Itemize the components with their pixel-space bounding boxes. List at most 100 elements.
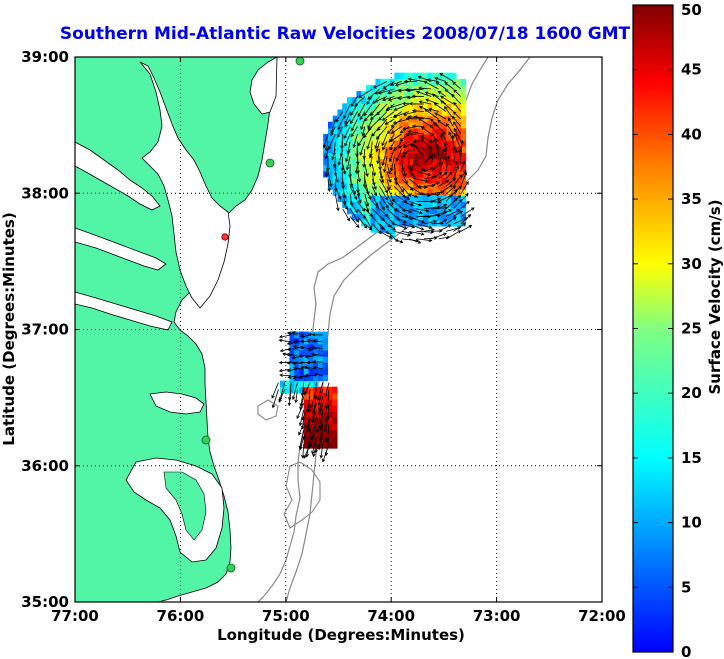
velocity-cell: [370, 183, 376, 190]
velocity-cell: [384, 140, 391, 147]
velocity-cell: [365, 164, 372, 172]
velocity-arrow: [378, 88, 395, 95]
velocity-cell: [413, 97, 419, 104]
velocity-cell: [389, 91, 395, 98]
x-axis-label: Longitude (Degrees:Minutes): [217, 626, 465, 644]
velocity-arrow: [405, 132, 417, 136]
velocity-arrow: [423, 166, 434, 172]
velocity-cell: [361, 97, 367, 104]
chart-title: Southern Mid-Atlantic Raw Velocities 200…: [60, 24, 631, 44]
velocity-arrow: [441, 131, 447, 142]
velocity-arrow: [304, 373, 317, 378]
velocity-cell: [384, 207, 391, 215]
velocity-cell: [322, 374, 329, 382]
velocity-cell: [365, 195, 372, 203]
velocity-cell: [365, 91, 372, 98]
velocity-arrow: [444, 141, 448, 157]
velocity-arrow: [410, 156, 417, 172]
velocity-arrow: [343, 103, 351, 120]
hf-radar-stations: [201, 56, 305, 573]
velocity-arrow: [412, 139, 424, 143]
velocity-cell: [370, 127, 376, 135]
velocity-arrow: [394, 231, 411, 237]
velocity-arrow: [408, 193, 419, 198]
velocity-cell: [298, 331, 305, 339]
velocity-arrow: [453, 89, 462, 97]
velocity-cell: [337, 164, 343, 172]
velocity-cell: [380, 121, 386, 129]
velocity-cell: [303, 337, 310, 345]
chesapeake-bay: [139, 61, 231, 309]
velocity-cell: [303, 411, 310, 418]
velocity-cell: [361, 195, 367, 203]
velocity-arrow: [342, 208, 351, 222]
velocity-cell: [370, 189, 376, 196]
velocity-cell: [370, 225, 376, 233]
velocity-arrow: [460, 200, 470, 210]
velocity-arrow: [394, 81, 410, 87]
velocity-arrow: [278, 382, 286, 401]
velocity-arrow: [374, 96, 388, 103]
velocity-arrow: [314, 436, 324, 454]
velocity-cell: [356, 133, 362, 141]
velocity-cell: [403, 91, 410, 98]
velocity-arrow: [345, 156, 351, 171]
velocity-cell: [337, 109, 343, 117]
velocity-cell: [413, 109, 419, 117]
velocity-cell: [384, 78, 391, 86]
velocity-cell: [437, 164, 443, 172]
velocity-cell: [337, 140, 343, 147]
velocity-arrow: [285, 352, 298, 357]
velocity-cell: [351, 158, 358, 166]
velocity-cell: [337, 170, 343, 178]
velocity-cell: [361, 201, 367, 209]
velocity-cell: [351, 170, 358, 178]
velocity-arrow: [287, 375, 298, 379]
velocity-cell: [346, 183, 353, 190]
velocity-cell: [313, 429, 319, 437]
velocity-arrow: [312, 339, 323, 343]
velocity-arrow: [310, 423, 317, 441]
velocity-cell: [456, 146, 462, 153]
velocity-arrow: [300, 339, 311, 344]
x-tick-label: 76:00: [157, 607, 205, 625]
velocity-cell: [403, 207, 410, 215]
x-axis: 77:00 76:00 75:00 74:00 73:00 72:00: [51, 57, 626, 625]
velocity-cell: [365, 176, 372, 184]
velocity-cell: [460, 91, 467, 98]
velocity-cell: [460, 84, 467, 92]
velocity-arrow: [408, 216, 425, 224]
velocity-cell: [342, 127, 348, 135]
velocity-cell: [399, 72, 405, 80]
velocity-arrow: [408, 201, 423, 207]
velocity-cell: [375, 164, 381, 172]
velocity-cell: [370, 201, 376, 209]
velocity-cell: [446, 195, 452, 203]
velocity-cell: [365, 183, 372, 190]
velocity-arrow: [370, 103, 380, 117]
velocity-cell: [317, 417, 324, 425]
velocity-cell: [327, 392, 333, 400]
velocity-arrow: [350, 111, 358, 125]
velocity-cell: [437, 109, 443, 117]
velocity-cell: [327, 183, 334, 190]
velocity-cell: [418, 121, 424, 129]
colorbar-label: Surface Velocity (cm/s): [706, 199, 724, 394]
x-tick-label: 77:00: [51, 607, 99, 625]
velocity-cell: [394, 97, 400, 104]
velocity-cell: [413, 201, 419, 209]
velocity-cell: [446, 121, 452, 129]
velocity-cell: [298, 356, 305, 363]
velocity-arrow: [318, 396, 324, 413]
y-tick-label: 35:00: [21, 593, 69, 611]
velocity-arrow: [401, 148, 417, 155]
y-axis: 39:00 38:00 37:00 36:00 35:00: [21, 48, 602, 611]
velocity-cell: [370, 213, 376, 221]
velocity-cell: [437, 78, 443, 86]
velocity-cell: [427, 170, 433, 178]
velocity-arrow: [446, 123, 454, 135]
velocity-cell: [394, 72, 400, 80]
velocity-arrow: [429, 124, 439, 135]
velocity-cell: [322, 386, 329, 394]
velocity-arrow: [369, 141, 373, 158]
